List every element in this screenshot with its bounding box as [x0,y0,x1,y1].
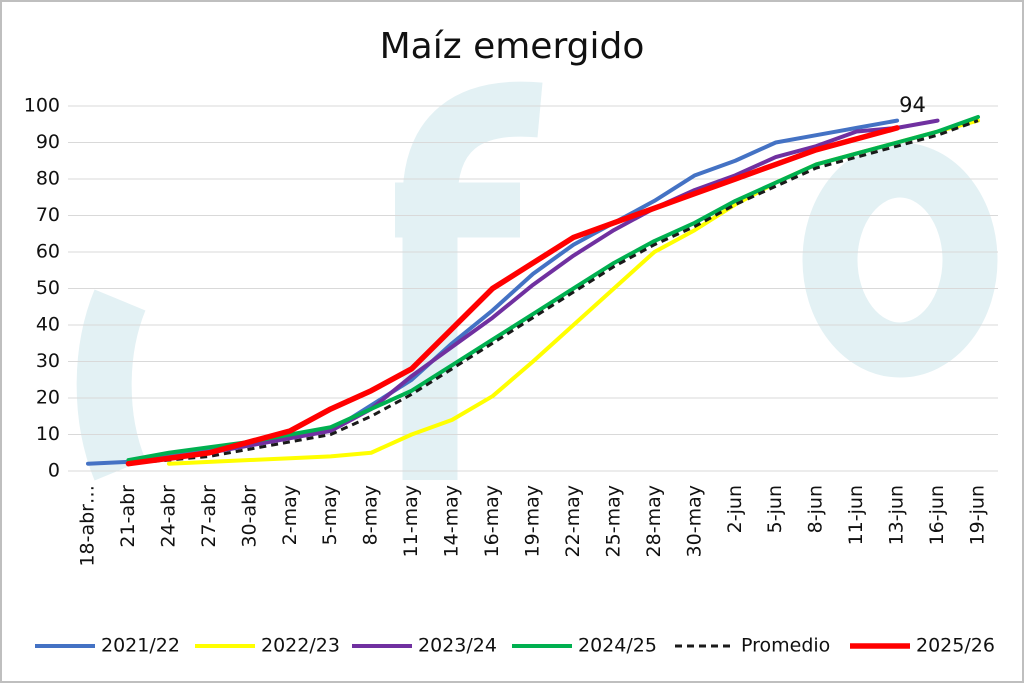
x-tick-label: 19-may [522,485,544,557]
y-tick-label: 40 [36,314,60,336]
x-tick-label: 8-may [360,485,382,545]
series-line [125,125,900,467]
x-tick-label: 13-jun [886,485,908,545]
x-tick-label: 8-jun [805,485,827,533]
x-tick-label: 14-may [441,485,463,557]
y-tick-label: 10 [36,423,60,445]
legend-label: 2023/24 [418,635,497,657]
x-tick-label: 19-jun [967,485,989,545]
x-tick-label: 21-abr [117,485,139,548]
x-tick-label: 16-may [481,485,503,557]
y-tick-label: 50 [36,277,60,299]
x-tick-label: 11-may [400,485,422,557]
chart-title: Maíz emergido [380,26,645,67]
y-tick-label: 100 [24,95,60,117]
y-tick-label: 30 [36,350,60,372]
y-tick-label: 80 [36,168,60,190]
x-tick-label: 18-abr… [77,485,99,567]
data-label: 94 [899,93,926,117]
legend-label: 2021/22 [101,635,180,657]
x-tick-label: 24-abr [157,485,179,548]
y-tick-label: 20 [36,387,60,409]
x-tick-label: 22-may [562,485,584,557]
x-tick-label: 2-may [279,485,301,545]
x-tick-label: 27-abr [198,485,220,548]
x-tick-label: 28-may [643,485,665,557]
y-tick-label: 90 [36,131,60,153]
x-tick-label: 2-jun [724,485,746,533]
x-tick-label: 25-may [602,485,624,557]
x-tick-label: 5-may [319,485,341,545]
x-tick-label: 30-may [683,485,705,557]
y-tick-label: 70 [36,204,60,226]
legend-label: 2025/26 [916,635,995,657]
series-line [128,119,979,466]
x-tick-label: 5-jun [764,485,786,533]
x-tick-label: 11-jun [845,485,867,545]
x-tick-label: 30-abr [238,485,260,548]
legend-label: 2024/25 [578,635,657,657]
x-tick-label: 16-jun [926,485,948,545]
series-line [126,118,940,466]
legend-label: 2022/23 [261,635,340,657]
y-tick-label: 60 [36,241,60,263]
y-tick-label: 0 [48,460,60,482]
watermark [76,81,998,481]
legend-label: Promedio [741,635,830,657]
